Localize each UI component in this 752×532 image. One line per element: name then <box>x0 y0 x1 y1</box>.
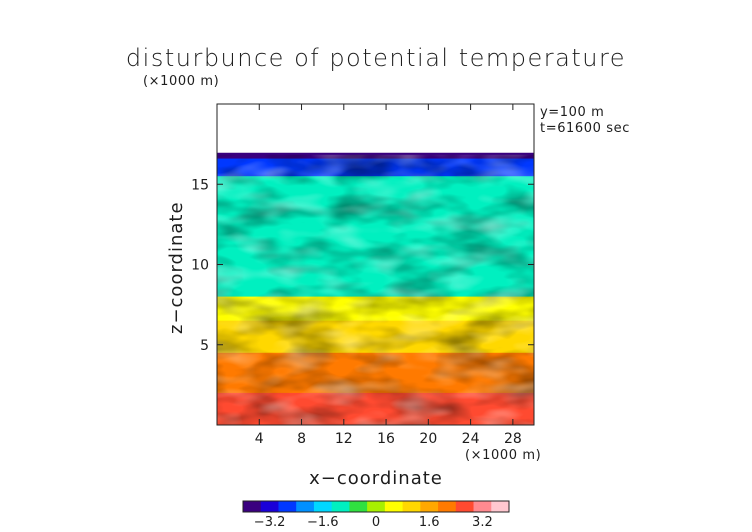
x-axis-unit: (×1000 m) <box>465 448 542 463</box>
colorbar-swatch-0 <box>243 501 262 512</box>
colorbar-tick-label-1: −1.6 <box>307 515 339 530</box>
y-tick-label-5: 5 <box>200 338 209 354</box>
colorbar-swatch-7 <box>367 501 386 512</box>
field-texture-light <box>217 153 534 425</box>
annotation-time: t=61600 sec <box>540 121 630 136</box>
chart-title: disturbunce of potential temperature <box>125 44 627 72</box>
colorbar-swatch-12 <box>455 501 474 512</box>
colorbar-swatch-2 <box>278 501 297 512</box>
colorbar-swatch-3 <box>296 501 315 512</box>
colorbar-swatch-6 <box>349 501 368 512</box>
x-tick-label-4: 4 <box>255 431 264 447</box>
potential-temperature-field <box>217 152 534 425</box>
y-axis: 5 10 15 <box>191 177 534 354</box>
x-tick-label-28: 28 <box>504 431 522 447</box>
colorbar-swatch-10 <box>420 501 439 512</box>
colorbar-frame <box>242 500 510 513</box>
colorbar-swatch-13 <box>473 501 492 512</box>
z-axis-unit: (×1000 m) <box>143 74 220 89</box>
y-tick-label-15: 15 <box>191 177 209 193</box>
colorbar-tick-label-2: 0 <box>372 515 380 530</box>
colorbar-swatch-11 <box>438 501 457 512</box>
x-tick-label-24: 24 <box>462 431 480 447</box>
x-axis-label: x−coordinate <box>309 468 443 489</box>
y-axis-label: z−coordinate <box>166 201 187 334</box>
colorbar-swatch-9 <box>402 501 421 512</box>
x-axis: 4 8 12 16 20 24 28 <box>255 104 522 447</box>
colorbar-tick-label-0: −3.2 <box>254 515 286 530</box>
colorbar-swatch-1 <box>260 501 279 512</box>
annotation-y-position: y=100 m <box>540 105 605 120</box>
y-tick-label-10: 10 <box>191 258 209 274</box>
colorbar-swatch-5 <box>331 501 350 512</box>
colorbar-tick-label-4: 3.2 <box>472 515 493 530</box>
x-tick-label-8: 8 <box>297 431 306 447</box>
x-tick-label-16: 16 <box>377 431 395 447</box>
x-tick-label-20: 20 <box>419 431 437 447</box>
colorbar-swatch-4 <box>313 501 333 512</box>
colorbar-tick-label-3: 1.6 <box>419 515 440 530</box>
colorbar-swatch-14 <box>491 501 510 512</box>
x-tick-label-12: 12 <box>335 431 353 447</box>
colorbar-swatch-8 <box>384 501 403 512</box>
colorbar: −3.2 −1.6 0 1.6 3.2 <box>242 500 510 530</box>
